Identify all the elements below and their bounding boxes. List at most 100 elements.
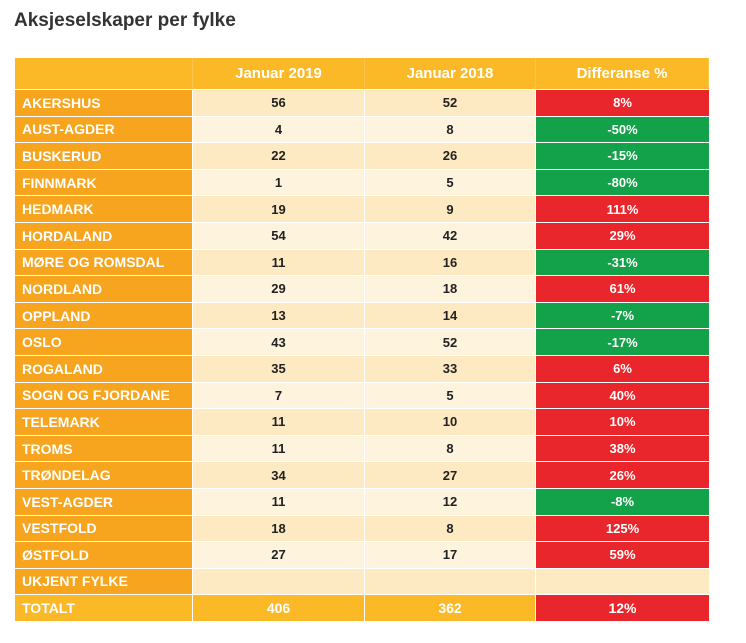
difference-cell: -8% bbox=[536, 488, 709, 516]
january-2019-cell: 56 bbox=[193, 90, 365, 117]
page-title: Aksjeselskaper per fylke bbox=[14, 10, 236, 31]
january-2018-cell: 9 bbox=[365, 196, 536, 223]
county-name-cell: HORDALAND bbox=[15, 222, 193, 250]
january-2018-cell: 18 bbox=[365, 276, 536, 303]
january-2019-cell: 34 bbox=[193, 462, 365, 489]
january-2019-cell: 4 bbox=[193, 116, 365, 144]
table-row: UKJENT FYLKE bbox=[15, 568, 709, 596]
county-name-cell: BUSKERUD bbox=[15, 143, 193, 170]
difference-cell: 111% bbox=[536, 196, 709, 223]
county-name-cell: AKERSHUS bbox=[15, 90, 193, 117]
january-2018-cell: 8 bbox=[365, 515, 536, 543]
difference-cell: 38% bbox=[536, 435, 709, 463]
january-2019-cell: 22 bbox=[193, 143, 365, 170]
table-row: VEST-AGDER 11 12 -8% bbox=[15, 488, 709, 516]
header-january-2019: Januar 2019 bbox=[193, 58, 365, 90]
header-january-2018: Januar 2018 bbox=[365, 58, 536, 90]
county-name-cell: UKJENT FYLKE bbox=[15, 568, 193, 596]
county-name-cell: NORDLAND bbox=[15, 276, 193, 303]
january-2019-cell: 11 bbox=[193, 409, 365, 436]
difference-cell: 8% bbox=[536, 90, 709, 117]
january-2018-cell: 52 bbox=[365, 329, 536, 356]
january-2019-cell: 13 bbox=[193, 302, 365, 330]
total-row: TOTALT 406 362 12% bbox=[15, 595, 709, 622]
january-2019-cell: 19 bbox=[193, 196, 365, 223]
header-difference: Differanse % bbox=[536, 58, 709, 90]
table-row: SOGN OG FJORDANE 7 5 40% bbox=[15, 382, 709, 410]
table-row: HORDALAND 54 42 29% bbox=[15, 222, 709, 250]
january-2018-cell: 14 bbox=[365, 302, 536, 330]
difference-cell: -50% bbox=[536, 116, 709, 144]
table-row: TRØNDELAG 34 27 26% bbox=[15, 462, 709, 489]
table-row: VESTFOLD 18 8 125% bbox=[15, 515, 709, 543]
table-row: ROGALAND 35 33 6% bbox=[15, 355, 709, 383]
january-2019-cell: 18 bbox=[193, 515, 365, 543]
county-name-cell: OPPLAND bbox=[15, 302, 193, 330]
january-2019-cell: 35 bbox=[193, 355, 365, 383]
county-name-cell: ØSTFOLD bbox=[15, 542, 193, 569]
county-name-cell: AUST-AGDER bbox=[15, 116, 193, 144]
difference-cell: -15% bbox=[536, 143, 709, 170]
table-row: MØRE OG ROMSDAL 11 16 -31% bbox=[15, 249, 709, 277]
county-name-cell: TROMS bbox=[15, 435, 193, 463]
difference-cell bbox=[536, 568, 709, 596]
table-row: FINNMARK 1 5 -80% bbox=[15, 169, 709, 197]
county-name-cell: ROGALAND bbox=[15, 355, 193, 383]
difference-cell: 6% bbox=[536, 355, 709, 383]
table-row: ØSTFOLD 27 17 59% bbox=[15, 542, 709, 569]
january-2018-cell: 12 bbox=[365, 488, 536, 516]
january-2019-cell: 11 bbox=[193, 435, 365, 463]
table-row: HEDMARK 19 9 111% bbox=[15, 196, 709, 223]
county-name-cell: VEST-AGDER bbox=[15, 488, 193, 516]
january-2019-cell: 29 bbox=[193, 276, 365, 303]
table-row: OPPLAND 13 14 -7% bbox=[15, 302, 709, 330]
difference-cell: 59% bbox=[536, 542, 709, 569]
county-name-cell: TELEMARK bbox=[15, 409, 193, 436]
difference-cell: 40% bbox=[536, 382, 709, 410]
difference-cell: 29% bbox=[536, 222, 709, 250]
table-row: AUST-AGDER 4 8 -50% bbox=[15, 116, 709, 144]
difference-cell: -80% bbox=[536, 169, 709, 197]
header-county bbox=[15, 58, 193, 90]
county-name-cell: HEDMARK bbox=[15, 196, 193, 223]
january-2019-cell: 1 bbox=[193, 169, 365, 197]
january-2018-cell: 16 bbox=[365, 249, 536, 277]
january-2019-cell: 7 bbox=[193, 382, 365, 410]
county-name-cell: VESTFOLD bbox=[15, 515, 193, 543]
difference-cell: 61% bbox=[536, 276, 709, 303]
difference-cell: 10% bbox=[536, 409, 709, 436]
table-row: BUSKERUD 22 26 -15% bbox=[15, 143, 709, 170]
table-row: OSLO 43 52 -17% bbox=[15, 329, 709, 356]
january-2018-cell: 33 bbox=[365, 355, 536, 383]
january-2018-cell: 10 bbox=[365, 409, 536, 436]
total-january-2018-cell: 362 bbox=[365, 595, 536, 622]
total-label-cell: TOTALT bbox=[15, 595, 193, 622]
january-2018-cell: 42 bbox=[365, 222, 536, 250]
table-header-row: Januar 2019 Januar 2018 Differanse % bbox=[15, 58, 709, 90]
january-2019-cell: 27 bbox=[193, 542, 365, 569]
january-2018-cell: 8 bbox=[365, 435, 536, 463]
difference-cell: -7% bbox=[536, 302, 709, 330]
january-2018-cell bbox=[365, 568, 536, 596]
january-2019-cell: 11 bbox=[193, 249, 365, 277]
difference-cell: 125% bbox=[536, 515, 709, 543]
january-2018-cell: 52 bbox=[365, 90, 536, 117]
county-name-cell: MØRE OG ROMSDAL bbox=[15, 249, 193, 277]
difference-cell: -17% bbox=[536, 329, 709, 356]
january-2018-cell: 27 bbox=[365, 462, 536, 489]
county-name-cell: OSLO bbox=[15, 329, 193, 356]
county-table: Januar 2019 Januar 2018 Differanse % AKE… bbox=[15, 58, 709, 622]
total-january-2019-cell: 406 bbox=[193, 595, 365, 622]
difference-cell: 26% bbox=[536, 462, 709, 489]
january-2019-cell bbox=[193, 568, 365, 596]
table-row: TELEMARK 11 10 10% bbox=[15, 409, 709, 436]
county-name-cell: SOGN OG FJORDANE bbox=[15, 382, 193, 410]
january-2018-cell: 5 bbox=[365, 382, 536, 410]
table-body: AKERSHUS 56 52 8% AUST-AGDER 4 8 -50% BUSKERUD 22… bbox=[15, 90, 709, 622]
january-2018-cell: 26 bbox=[365, 143, 536, 170]
table-row: TROMS 11 8 38% bbox=[15, 435, 709, 463]
table-row: AKERSHUS 56 52 8% bbox=[15, 90, 709, 117]
january-2018-cell: 17 bbox=[365, 542, 536, 569]
january-2018-cell: 8 bbox=[365, 116, 536, 144]
january-2018-cell: 5 bbox=[365, 169, 536, 197]
